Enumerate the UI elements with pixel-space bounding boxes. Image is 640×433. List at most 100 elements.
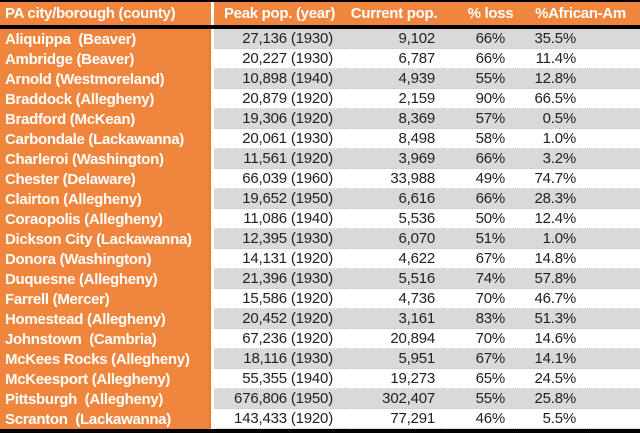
current-pop-cell: 4,939 (345, 69, 443, 89)
column-gutter (211, 309, 214, 329)
city-cell: Pittsburgh (Allegheny) (0, 389, 211, 409)
current-pop-cell: 5,536 (345, 209, 443, 229)
peak-pop-cell: 14,131 (1920) (214, 249, 345, 269)
peak-pop-cell: 20,452 (1920) (214, 309, 345, 329)
current-pop-cell: 8,498 (345, 129, 443, 149)
pct-african-am-cell: 24.5% (513, 369, 584, 389)
table-row: Duquesne (Allegheny) 21,396 (1930) 5,516… (0, 269, 640, 289)
current-pop-cell: 4,622 (345, 249, 443, 269)
city-cell: Dickson City (Lackawanna) (0, 229, 211, 249)
row-filler (584, 169, 640, 189)
column-gutter (211, 329, 214, 349)
row-filler (584, 109, 640, 129)
peak-pop-cell: 11,086 (1940) (214, 209, 345, 229)
current-pop-cell: 6,616 (345, 189, 443, 209)
pct-loss-cell: 83% (443, 309, 513, 329)
pct-african-am-cell: 14.8% (513, 249, 584, 269)
pct-african-am-cell: 74.7% (513, 169, 584, 189)
bottom-rule (0, 429, 640, 433)
header-filler (623, 2, 640, 25)
table-row: Aliquippa (Beaver) 27,136 (1930) 9,102 6… (0, 29, 640, 49)
header-pct-loss: % loss (467, 5, 514, 22)
pct-loss-cell: 50% (443, 209, 513, 229)
column-gutter (211, 209, 214, 229)
column-gutter (211, 249, 214, 269)
table-row: Homestead (Allegheny) 20,452 (1920) 3,16… (0, 309, 640, 329)
header-pct-african-am: %African-Am (535, 5, 626, 22)
column-gutter (211, 129, 214, 149)
peak-pop-cell: 12,395 (1930) (214, 229, 345, 249)
peak-pop-cell: 21,396 (1930) (214, 269, 345, 289)
row-filler (584, 309, 640, 329)
row-filler (584, 209, 640, 229)
peak-pop-cell: 18,116 (1930) (214, 349, 345, 369)
column-gutter (211, 169, 214, 189)
column-gutter (211, 269, 214, 289)
current-pop-cell: 9,102 (345, 29, 443, 49)
city-cell: Coraopolis (Allegheny) (0, 209, 211, 229)
row-filler (584, 69, 640, 89)
peak-pop-cell: 66,039 (1960) (214, 169, 345, 189)
pct-african-am-cell: 5.5% (513, 409, 584, 429)
peak-pop-cell: 20,227 (1930) (214, 49, 345, 69)
header-city: PA city/borough (county) (5, 5, 176, 22)
peak-pop-cell: 20,061 (1930) (214, 129, 345, 149)
city-cell: Duquesne (Allegheny) (0, 269, 211, 289)
peak-pop-cell: 15,586 (1920) (214, 289, 345, 309)
table-row: Pittsburgh (Allegheny) 676,806 (1950) 30… (0, 389, 640, 409)
current-pop-cell: 8,369 (345, 109, 443, 129)
current-pop-cell: 77,291 (345, 409, 443, 429)
column-gutter (211, 2, 214, 25)
current-pop-cell: 33,988 (345, 169, 443, 189)
column-gutter (211, 29, 214, 49)
header-peak-pop: Peak pop. (year) (223, 5, 336, 22)
column-gutter (211, 189, 214, 209)
pct-african-am-cell: 3.2% (513, 149, 584, 169)
table-row: Carbondale (Lackawanna) 20,061 (1930) 8,… (0, 129, 640, 149)
column-gutter (211, 89, 214, 109)
row-filler (584, 29, 640, 49)
pct-loss-cell: 67% (443, 249, 513, 269)
column-gutter (211, 289, 214, 309)
pct-loss-cell: 46% (443, 409, 513, 429)
city-cell: McKeesport (Allegheny) (0, 369, 211, 389)
pct-african-am-cell: 12.4% (513, 209, 584, 229)
pct-loss-cell: 66% (443, 189, 513, 209)
table-row: Ambridge (Beaver) 20,227 (1930) 6,787 66… (0, 49, 640, 69)
pct-loss-cell: 57% (443, 109, 513, 129)
current-pop-cell: 3,969 (345, 149, 443, 169)
pct-african-am-cell: 51.3% (513, 309, 584, 329)
table-header-row: PA city/borough (county) Peak pop. (year… (0, 2, 640, 25)
row-filler (584, 229, 640, 249)
column-gutter (211, 49, 214, 69)
city-cell: Farrell (Mercer) (0, 289, 211, 309)
table-row: Donora (Washington) 14,131 (1920) 4,622 … (0, 249, 640, 269)
peak-pop-cell: 676,806 (1950) (214, 389, 345, 409)
row-filler (584, 269, 640, 289)
pct-loss-cell: 66% (443, 49, 513, 69)
header-current-pop: Current pop. (350, 5, 438, 22)
column-gutter (211, 409, 214, 429)
table-body: Aliquippa (Beaver) 27,136 (1930) 9,102 6… (0, 29, 640, 429)
current-pop-cell: 4,736 (345, 289, 443, 309)
row-filler (584, 289, 640, 309)
column-gutter (211, 69, 214, 89)
current-pop-cell: 5,516 (345, 269, 443, 289)
table-row: Charleroi (Washington) 11,561 (1920) 3,9… (0, 149, 640, 169)
pct-african-am-cell: 25.8% (513, 389, 584, 409)
pct-loss-cell: 65% (443, 369, 513, 389)
city-cell: Aliquippa (Beaver) (0, 29, 211, 49)
city-cell: Carbondale (Lackawanna) (0, 129, 211, 149)
pct-loss-cell: 51% (443, 229, 513, 249)
current-pop-cell: 19,273 (345, 369, 443, 389)
pct-loss-cell: 66% (443, 29, 513, 49)
row-filler (584, 49, 640, 69)
column-gutter (211, 349, 214, 369)
current-pop-cell: 3,161 (345, 309, 443, 329)
pct-loss-cell: 90% (443, 89, 513, 109)
current-pop-cell: 302,407 (345, 389, 443, 409)
row-filler (584, 89, 640, 109)
city-cell: Scranton (Lackawanna) (0, 409, 211, 429)
pct-loss-cell: 55% (443, 69, 513, 89)
row-filler (584, 349, 640, 369)
